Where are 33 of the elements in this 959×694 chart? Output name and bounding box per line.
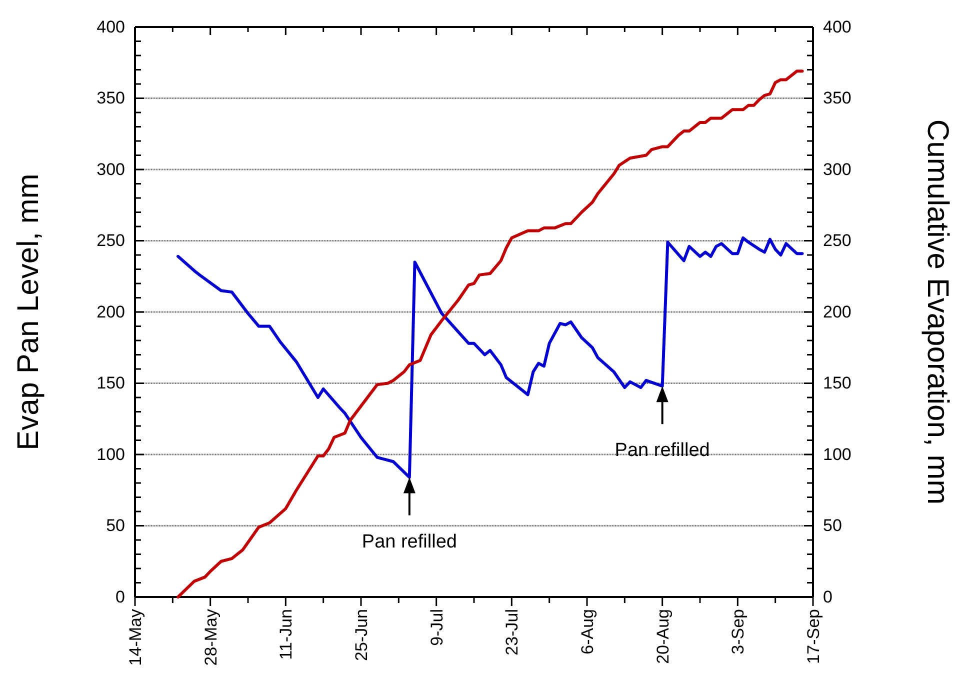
y2-tick-label: 100 — [823, 444, 852, 464]
annotation: Pan refilled — [362, 531, 457, 552]
y2-tick-label: 200 — [823, 302, 852, 322]
annotation: Pan refilled — [614, 440, 710, 462]
line-series — [176, 70, 804, 598]
y-tick-label: 50 — [106, 516, 125, 536]
y-tick-label: 100 — [96, 444, 125, 464]
y2-tick-label: 250 — [823, 231, 852, 250]
y-tick-label: 250 — [96, 231, 125, 250]
y-tick-label: 400 — [96, 17, 125, 36]
x-tick-label: 25-Jun — [352, 609, 371, 661]
y-axis-title: Evap Pan Level, mm — [12, 174, 45, 450]
x-tick-label: 6-Aug — [578, 609, 597, 654]
x-tick-label: 9-Jul — [427, 609, 446, 646]
x-tick-label: 23-Jul — [502, 609, 522, 656]
y2-tick-label: 0 — [823, 587, 832, 606]
x-tick-label: 28-May — [201, 608, 220, 666]
x-tick-label: 20-Aug — [653, 609, 672, 664]
y-tick-label: 200 — [96, 302, 125, 322]
x-tick-label: 11-Jun — [276, 609, 296, 660]
y-tick-label: 300 — [96, 160, 125, 179]
y2-tick-label: 300 — [823, 160, 852, 179]
y-tick-label: 0 — [116, 587, 125, 606]
y2-tick-label: 400 — [823, 17, 852, 36]
y2-tick-label: 150 — [823, 374, 852, 393]
y-tick-label: 150 — [96, 374, 125, 393]
y-tick-label: 350 — [96, 88, 125, 108]
x-tick-label: 17-Sep — [804, 609, 823, 664]
y2-axis-title: Cumulative Evaporation, mm — [921, 119, 954, 505]
x-tick-label: 3-Sep — [728, 609, 748, 654]
x-tick-label: 14-May — [126, 608, 145, 666]
y2-tick-label: 50 — [823, 516, 842, 536]
y2-tick-label: 350 — [823, 88, 852, 108]
